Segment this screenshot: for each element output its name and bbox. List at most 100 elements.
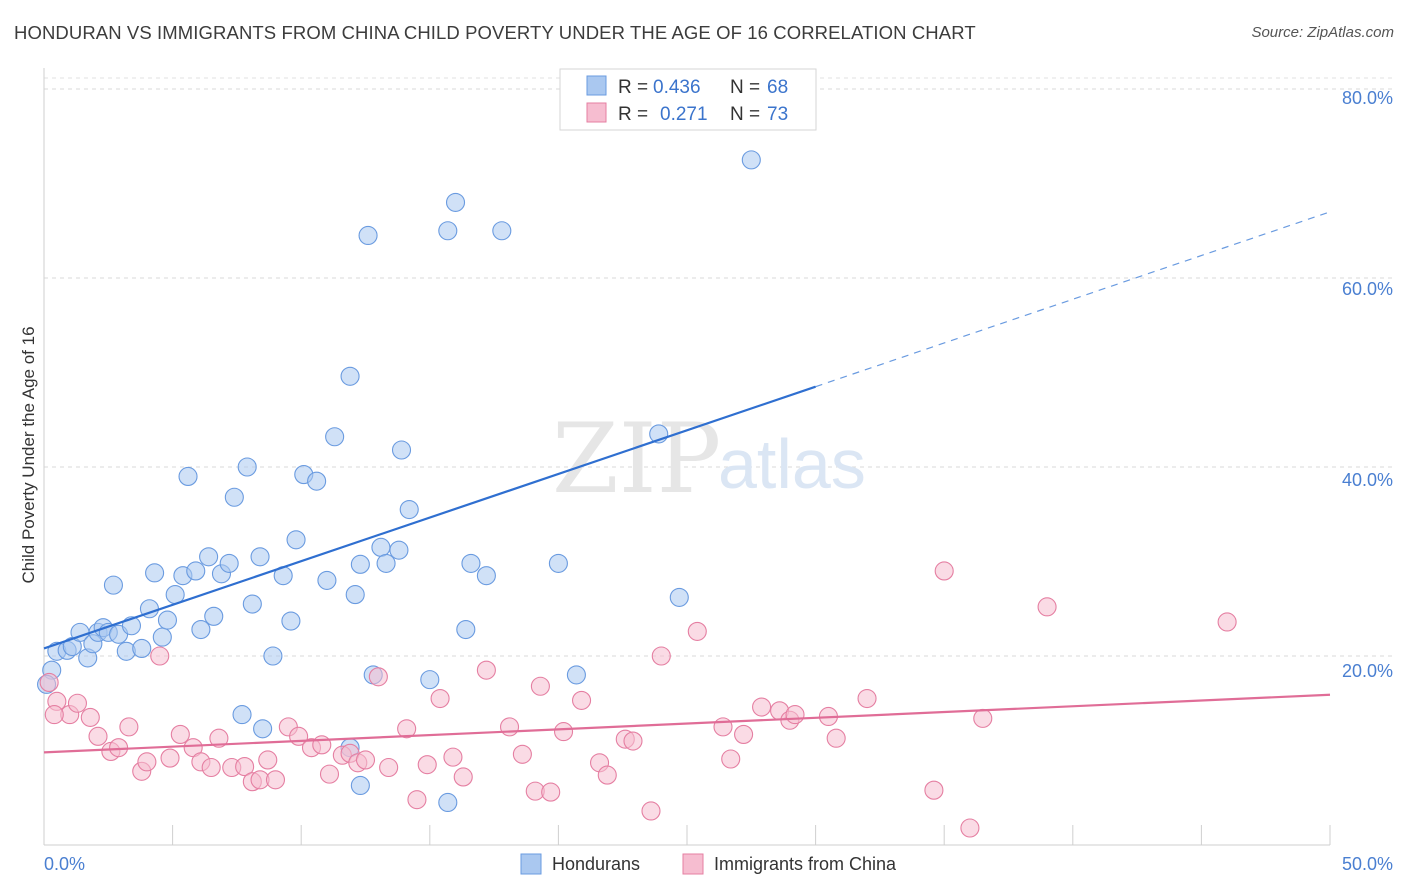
- data-point: [224, 487, 244, 507]
- legend-swatch-china: [586, 102, 607, 123]
- data-point: [453, 767, 473, 787]
- y-tick-label: 40.0%: [1342, 470, 1393, 490]
- data-point: [389, 540, 409, 560]
- x-tick-label: 50.0%: [1342, 854, 1393, 874]
- y-tick-label: 80.0%: [1342, 88, 1393, 108]
- data-point: [265, 770, 286, 790]
- data-point: [721, 749, 741, 769]
- data-point: [186, 561, 206, 581]
- data-point: [345, 585, 365, 605]
- data-point: [741, 150, 761, 170]
- data-point: [566, 665, 586, 685]
- data-point: [286, 530, 306, 550]
- gridlines: [44, 77, 1392, 657]
- data-point: [548, 553, 568, 573]
- x-tick-label: 0.0%: [44, 854, 85, 874]
- data-point: [785, 705, 805, 725]
- data-point: [132, 638, 152, 658]
- data-point: [499, 717, 520, 737]
- data-point: [199, 547, 219, 567]
- data-point: [232, 705, 252, 725]
- trend-line: [43, 693, 1331, 754]
- y-tick-label: 60.0%: [1342, 279, 1393, 299]
- series-1: [39, 561, 1237, 838]
- data-point: [399, 499, 419, 520]
- data-point: [476, 566, 496, 586]
- data-point: [116, 641, 136, 661]
- trend-lines: [43, 211, 1331, 754]
- data-point: [420, 670, 440, 690]
- data-point: [237, 457, 257, 477]
- data-point: [397, 719, 417, 739]
- data-point: [340, 366, 360, 386]
- data-point: [325, 427, 345, 447]
- data-point: [137, 752, 157, 772]
- data-point: [623, 731, 643, 751]
- legend-r-value: 0.271: [660, 104, 708, 125]
- data-point: [80, 707, 100, 727]
- legend-n-value: 68: [767, 77, 788, 98]
- data-point: [263, 646, 283, 666]
- y-tick-label: 20.0%: [1342, 661, 1393, 681]
- data-point: [44, 705, 64, 725]
- series-0: [37, 150, 761, 813]
- legend-swatch-hondurans: [586, 75, 607, 96]
- data-point: [157, 610, 178, 630]
- data-point: [88, 726, 108, 746]
- y-axis-label: Child Poverty Under the Age of 16: [19, 326, 38, 583]
- bottom-legend-swatch-china: [682, 853, 704, 875]
- data-point: [443, 747, 463, 767]
- data-point: [571, 690, 592, 710]
- data-point: [430, 688, 450, 709]
- data-point: [438, 221, 458, 241]
- data-point: [355, 750, 376, 770]
- data-point: [553, 722, 574, 742]
- bottom-legend-swatch-hondurans: [520, 853, 542, 875]
- data-point: [512, 744, 532, 764]
- data-point: [201, 757, 221, 778]
- data-point: [191, 619, 211, 640]
- data-point: [242, 594, 262, 614]
- legend-n-label: N =: [730, 104, 760, 125]
- legend-box: R = 0.436 N = 68 R = 0.271 N = 73: [559, 68, 817, 131]
- data-point: [253, 719, 273, 739]
- data-point: [368, 667, 388, 687]
- data-point: [145, 563, 165, 583]
- data-point: [960, 818, 980, 838]
- data-point: [407, 790, 427, 810]
- legend-r-value: 0.436: [653, 77, 701, 98]
- data-point: [687, 621, 707, 641]
- data-point: [119, 717, 139, 737]
- data-point: [752, 697, 772, 717]
- watermark-zip: ZIP: [552, 403, 721, 515]
- data-point: [456, 619, 476, 640]
- data-point: [103, 575, 123, 595]
- source-label: Source: ZipAtlas.com: [1251, 24, 1394, 41]
- data-point: [371, 537, 391, 557]
- data-point: [376, 553, 396, 573]
- trend-line-extension: [815, 211, 1331, 388]
- data-point: [417, 755, 437, 775]
- data-point: [312, 735, 332, 755]
- data-point: [641, 801, 661, 821]
- legend-n-label: N =: [730, 77, 760, 98]
- data-point: [170, 724, 190, 744]
- legend-r-label: R =: [618, 104, 648, 125]
- watermark: ZIP atlas: [552, 403, 866, 515]
- data-point: [150, 646, 170, 666]
- watermark-atlas: atlas: [718, 425, 866, 503]
- data-point: [597, 765, 617, 785]
- data-point: [669, 587, 689, 607]
- data-point: [826, 728, 846, 748]
- data-point: [857, 688, 877, 709]
- chart-title: HONDURAN VS IMMIGRANTS FROM CHINA CHILD …: [14, 22, 976, 43]
- data-point: [250, 547, 270, 567]
- data-point: [492, 221, 512, 241]
- data-point: [445, 192, 466, 212]
- data-point: [530, 676, 550, 696]
- data-point: [476, 660, 496, 680]
- data-point: [1037, 597, 1057, 617]
- axes: [43, 68, 1331, 846]
- data-point: [209, 728, 229, 748]
